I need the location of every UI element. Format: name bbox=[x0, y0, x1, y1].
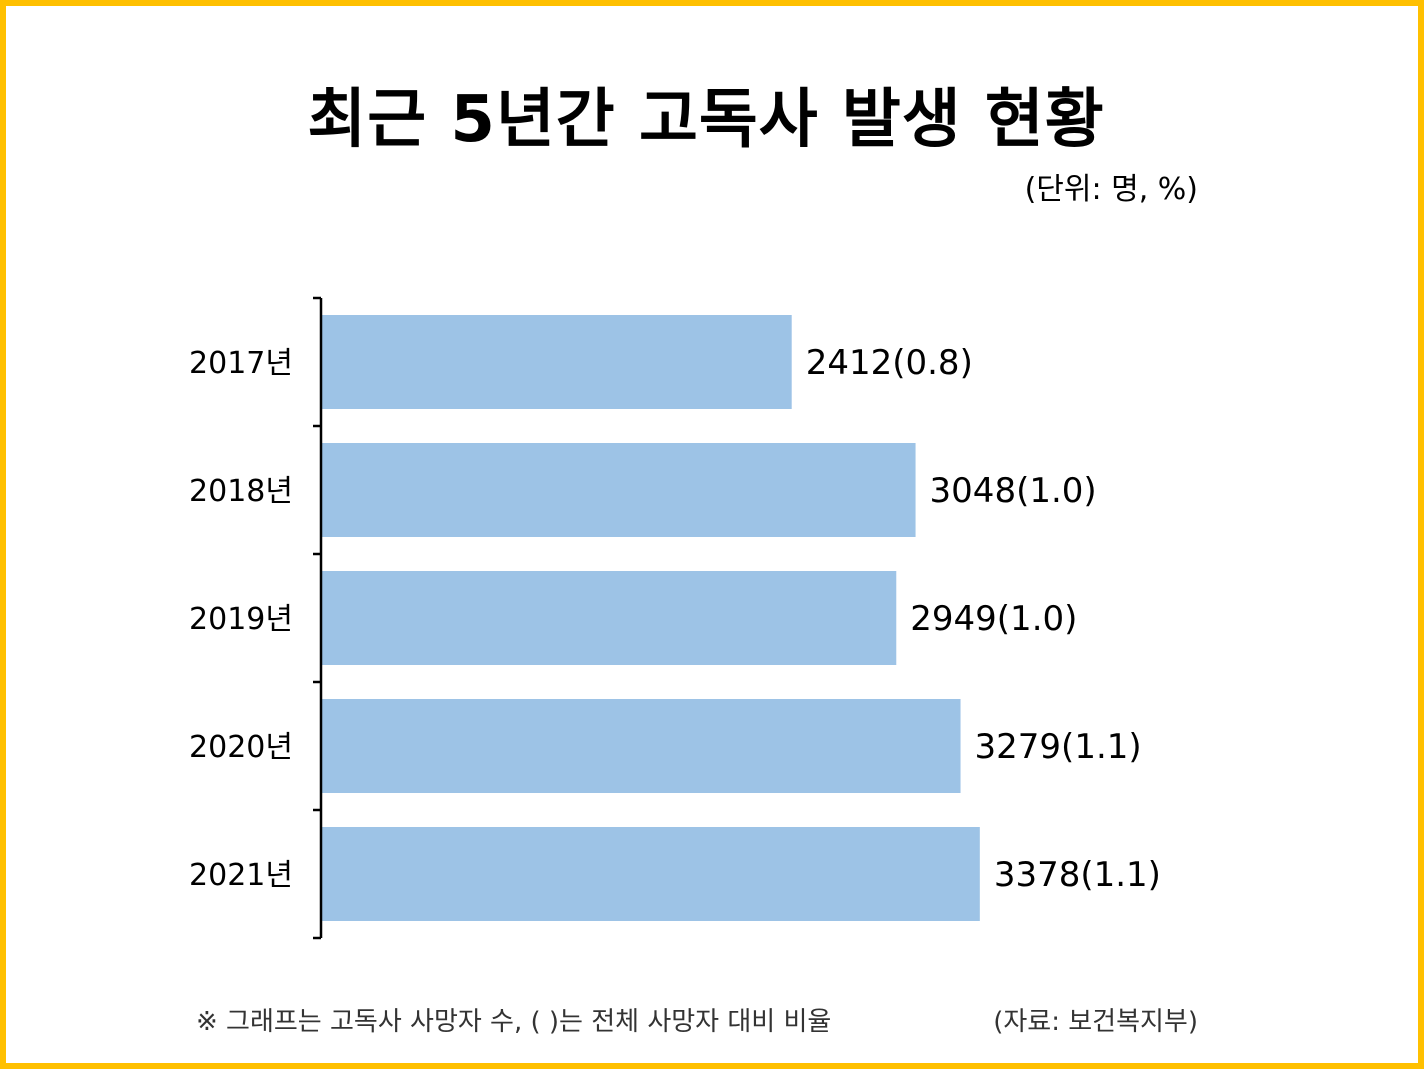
data-label-2: 2949(1.0) bbox=[910, 599, 1077, 639]
bar-4 bbox=[322, 827, 980, 921]
bar-0 bbox=[322, 315, 792, 409]
bar-2 bbox=[322, 571, 897, 665]
category-label-0: 2017년 bbox=[189, 346, 293, 381]
data-label-1: 3048(1.0) bbox=[930, 471, 1097, 511]
footnote: ※ 그래프는 고독사 사망자 수, ( )는 전체 사망자 대비 비율 bbox=[196, 1007, 832, 1037]
data-label-3: 3279(1.1) bbox=[975, 727, 1142, 767]
bar-3 bbox=[322, 699, 961, 793]
chart-title: 최근 5년간 고독사 발생 현황 bbox=[307, 83, 1105, 157]
data-label-4: 3378(1.1) bbox=[994, 855, 1161, 895]
chart-frame: 최근 5년간 고독사 발생 현황 (단위: 명, %) 2412(0.8) 201… bbox=[6, 6, 1418, 1063]
data-label-0: 2412(0.8) bbox=[806, 343, 973, 383]
category-label-1: 2018년 bbox=[189, 474, 293, 509]
category-label-4: 2021년 bbox=[189, 858, 293, 893]
source-label: (자료: 보건복지부) bbox=[993, 1007, 1198, 1037]
unit-label: (단위: 명, %) bbox=[1024, 172, 1198, 207]
bar-1 bbox=[322, 443, 916, 537]
category-label-2: 2019년 bbox=[189, 602, 293, 637]
category-label-3: 2020년 bbox=[189, 730, 293, 765]
bar-chart: 2412(0.8) 2017년 3048(1.0) 2018년 2949(1.0) 201… bbox=[189, 296, 1161, 940]
